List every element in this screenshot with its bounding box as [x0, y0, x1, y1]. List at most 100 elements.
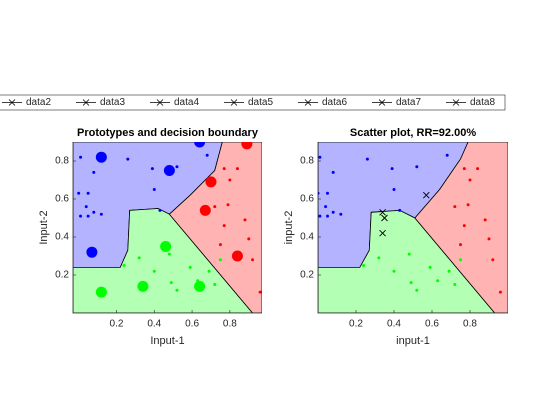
point — [205, 153, 209, 157]
decision-region — [168, 142, 262, 313]
point — [390, 167, 394, 171]
prototype — [241, 142, 253, 150]
prototype — [160, 241, 172, 252]
y-tick-label: 0.6 — [55, 194, 69, 205]
legend-label: data4 — [174, 97, 199, 108]
point — [362, 264, 366, 267]
point-x — [381, 214, 388, 222]
x-axis-label: Input-1 — [150, 335, 184, 347]
point — [235, 167, 239, 171]
legend-marker — [304, 99, 312, 106]
legend-marker — [230, 99, 238, 106]
point — [326, 214, 329, 218]
point — [491, 258, 495, 262]
point — [213, 283, 217, 286]
prototype — [231, 250, 243, 262]
point — [207, 269, 211, 273]
prototype — [205, 176, 217, 188]
point — [243, 218, 247, 222]
point — [175, 165, 179, 169]
y-tick-label: 0.2 — [300, 270, 314, 281]
point — [84, 205, 88, 209]
point — [92, 210, 96, 214]
point — [218, 258, 222, 262]
point — [167, 252, 171, 256]
x-tick-label: 0.2 — [110, 319, 124, 330]
point — [152, 188, 156, 191]
prototype — [137, 280, 149, 292]
point — [251, 258, 255, 262]
point — [392, 188, 396, 191]
point — [462, 224, 466, 228]
legend-marker — [82, 99, 90, 106]
x-tick-label: 0.8 — [223, 319, 237, 330]
point — [213, 205, 217, 209]
point — [77, 191, 81, 195]
x-tick-label: 0.6 — [425, 319, 439, 330]
point — [258, 290, 262, 294]
point — [226, 203, 230, 207]
decision-region — [73, 208, 254, 313]
prototype — [95, 286, 107, 298]
legend-marker — [156, 99, 164, 106]
legend-marker — [378, 99, 386, 106]
point — [150, 167, 154, 171]
point — [175, 288, 179, 292]
point — [498, 290, 502, 294]
point — [476, 167, 480, 171]
point — [436, 279, 440, 283]
x-tick-label: 0.4 — [147, 319, 161, 330]
point — [158, 208, 162, 212]
point-x — [379, 229, 386, 237]
chart-title: Prototypes and decision boundary — [77, 127, 259, 139]
y-tick-label: 0.8 — [55, 156, 69, 167]
point — [415, 165, 419, 169]
point — [428, 265, 432, 269]
point — [92, 170, 96, 174]
point — [331, 170, 335, 174]
prototype — [194, 142, 206, 148]
point — [222, 167, 226, 171]
x-axis-label: input-1 — [396, 335, 430, 347]
x-tick-label: 0.2 — [349, 319, 363, 330]
point — [377, 256, 381, 260]
point — [86, 191, 90, 195]
point — [318, 214, 322, 218]
point — [122, 264, 126, 267]
point — [466, 203, 470, 207]
point — [126, 157, 130, 161]
x-tick-label: 0.8 — [463, 319, 477, 330]
point — [86, 214, 90, 218]
y-tick-label: 0.4 — [55, 232, 69, 243]
chart-title: Scatter plot, RR=92.00% — [350, 127, 476, 139]
point — [459, 243, 462, 247]
point — [453, 283, 457, 286]
y-tick-label: 0.8 — [300, 156, 314, 167]
point — [445, 153, 449, 157]
legend-label: data6 — [322, 97, 347, 108]
point — [415, 288, 419, 292]
y-tick-label: 0.6 — [300, 194, 314, 205]
point — [326, 191, 329, 195]
legend-label: data7 — [396, 97, 421, 108]
point — [137, 256, 141, 260]
legend-marker — [8, 99, 16, 106]
point — [339, 212, 343, 216]
point — [228, 178, 232, 182]
prototype — [163, 165, 175, 176]
legend-marker — [452, 99, 460, 106]
point — [483, 218, 487, 222]
point-x — [422, 191, 430, 199]
point — [79, 155, 83, 159]
point-x — [379, 208, 386, 216]
point — [487, 237, 491, 241]
y-tick-label: 0.4 — [300, 232, 314, 243]
prototype — [194, 280, 206, 292]
point — [324, 205, 328, 209]
point — [169, 281, 173, 285]
point — [392, 269, 396, 273]
point — [365, 157, 369, 161]
prototype — [95, 151, 107, 163]
y-axis-label: input-2 — [283, 211, 295, 245]
